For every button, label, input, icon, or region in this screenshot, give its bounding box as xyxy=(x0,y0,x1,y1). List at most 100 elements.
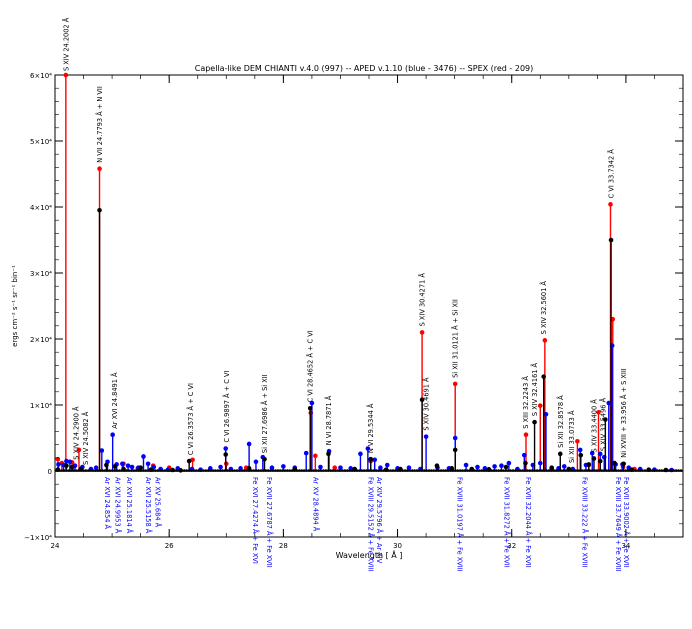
continuum-dot xyxy=(127,469,131,472)
stem-point xyxy=(246,466,252,471)
line-label-bottom: Fe XVII 27.6787 Å + Fe XVII xyxy=(265,477,274,568)
continuum-dot xyxy=(77,469,80,472)
continuum-dot xyxy=(427,469,431,472)
continuum-dot xyxy=(115,469,119,472)
continuum-dot xyxy=(154,469,157,472)
stem-point xyxy=(253,459,259,465)
continuum-dot xyxy=(545,469,548,472)
continuum-dot xyxy=(79,469,83,472)
stem-point xyxy=(93,465,99,471)
continuum-dot xyxy=(70,469,73,472)
continuum-dot xyxy=(446,469,450,472)
continuum-dot xyxy=(122,469,126,472)
continuum-dot xyxy=(218,469,222,472)
stem-point xyxy=(542,338,548,343)
continuum-dot xyxy=(74,469,78,472)
continuum-dot xyxy=(406,469,409,472)
stem-point xyxy=(223,452,229,457)
continuum-dot xyxy=(101,469,104,472)
continuum-dot xyxy=(336,469,340,472)
line-label-top: S XIII 32.2243 Å xyxy=(521,376,530,429)
stem-point xyxy=(506,460,512,466)
continuum-dot xyxy=(134,469,138,472)
continuum-dot xyxy=(204,469,208,472)
continuum-dot xyxy=(504,469,508,472)
continuum-dot xyxy=(542,469,546,472)
continuum-dot xyxy=(62,469,66,472)
continuum-dot xyxy=(514,469,517,472)
line-label-top: S XIV 24.2002 Å xyxy=(61,17,70,71)
stem-point xyxy=(521,452,527,458)
continuum-dot xyxy=(235,469,239,472)
continuum-dot xyxy=(506,469,510,472)
continuum-dot xyxy=(209,469,212,472)
continuum-dot xyxy=(170,469,174,472)
continuum-dot xyxy=(432,469,436,472)
stem-point xyxy=(406,465,412,471)
line-label-bottom: Ar XVI 25.5158 Å xyxy=(144,477,153,534)
stem-point xyxy=(586,462,592,467)
continuum-dot xyxy=(581,469,584,472)
stem-point xyxy=(76,447,82,453)
chart-title: Capella-like DEM CHIANTI v.4.0 (997) -- … xyxy=(195,64,534,73)
stem-point xyxy=(303,450,309,456)
x-tick-label: 34 xyxy=(621,542,630,550)
continuum-dot xyxy=(468,469,472,472)
continuum-dot xyxy=(403,469,407,472)
continuum-dot xyxy=(324,469,328,472)
continuum-dot xyxy=(562,469,565,472)
stem-point xyxy=(537,403,543,408)
stem-point xyxy=(318,464,323,470)
stem-point xyxy=(475,464,480,470)
line-label-top: C VI 33.7342 Å xyxy=(607,149,616,199)
line-label-top: S XIV 30.4691 Å xyxy=(422,377,431,431)
continuum-dot xyxy=(146,469,150,472)
continuum-dot xyxy=(494,469,498,472)
continuum-dot xyxy=(670,469,673,472)
continuum-dot xyxy=(197,469,200,472)
continuum-dot xyxy=(175,469,179,472)
stem-point xyxy=(365,446,371,451)
line-label-bottom: Fe XVIII 29.5152 Å + Fe XVIII xyxy=(367,477,376,572)
continuum-dot xyxy=(271,469,275,472)
continuum-dot xyxy=(194,469,198,472)
continuum-dot xyxy=(485,469,488,472)
continuum-dot xyxy=(593,469,596,472)
continuum-dot xyxy=(144,469,148,472)
continuum-dot xyxy=(590,469,594,472)
continuum-dot xyxy=(497,469,500,472)
continuum-dot xyxy=(662,469,666,472)
line-label-top: Si XII 31.0121 Å + Si XII xyxy=(451,299,460,378)
continuum-dot xyxy=(300,469,304,472)
continuum-dot xyxy=(353,469,356,472)
continuum-dot xyxy=(658,469,661,472)
continuum-dot xyxy=(622,469,625,472)
continuum-dot xyxy=(430,469,433,472)
continuum-dot xyxy=(456,469,460,472)
continuum-dot xyxy=(163,469,167,472)
continuum-dot xyxy=(158,469,162,472)
stem-point xyxy=(104,462,109,468)
continuum-dot xyxy=(660,469,664,472)
line-label-bottom: Fe XVIII 31.0197 Å + Fe XVIII xyxy=(456,477,465,572)
continuum-dot xyxy=(314,469,318,472)
continuum-dot xyxy=(478,469,481,472)
continuum-dot xyxy=(559,469,563,472)
continuum-dot xyxy=(199,469,203,472)
continuum-dot xyxy=(466,469,469,472)
continuum-dot xyxy=(298,469,301,472)
continuum-dot xyxy=(595,469,599,472)
continuum-dot xyxy=(293,469,296,472)
continuum-dot xyxy=(242,469,246,472)
line-label-top: S XIV 32.5601 Å xyxy=(539,281,548,335)
stem-point xyxy=(434,463,440,469)
stem-point xyxy=(141,454,146,459)
stem-point xyxy=(603,417,608,422)
continuum-dot xyxy=(137,469,140,472)
continuum-dot xyxy=(98,469,102,472)
continuum-dot xyxy=(307,469,311,472)
continuum-dot xyxy=(187,469,191,472)
continuum-dot xyxy=(106,469,109,472)
stem-point xyxy=(608,237,614,243)
continuum-dot xyxy=(511,469,515,472)
